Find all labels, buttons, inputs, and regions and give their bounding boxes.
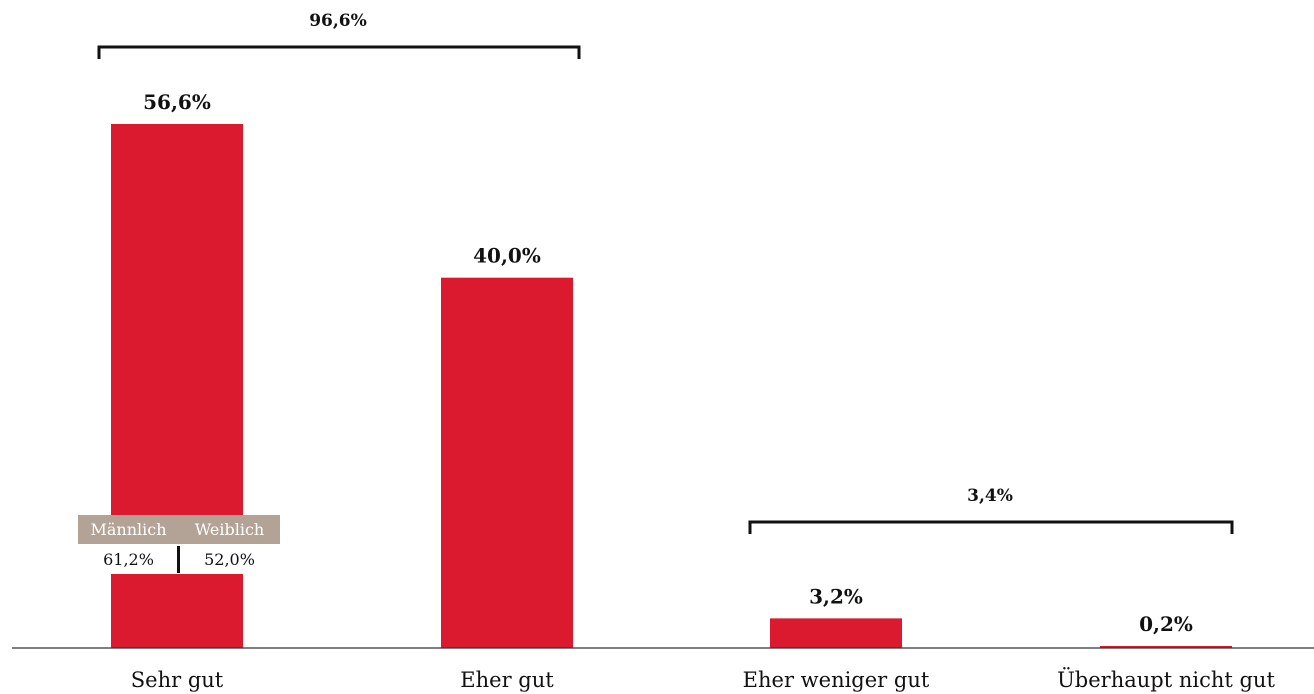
group-bracket-1	[97, 45, 581, 59]
value-label-uberhaupt-nicht-gut: 0,2%	[1139, 612, 1193, 636]
value-label-sehr-gut: 56,6%	[143, 90, 211, 114]
category-label-sehr-gut: Sehr gut	[131, 668, 224, 692]
gender-header: Männlich Weiblich	[78, 515, 280, 544]
group-brackets: 96,6% 3,4%	[97, 11, 1234, 534]
category-label-eher-weniger-gut: Eher weniger gut	[743, 668, 930, 692]
gender-separator	[177, 546, 180, 573]
female-label: Weiblich	[194, 520, 265, 539]
category-label-eher-gut: Eher gut	[460, 668, 554, 692]
female-value: 52,0%	[204, 549, 255, 569]
gender-breakdown: Männlich Weiblich 61,2% 52,0%	[78, 515, 280, 574]
gender-values: 61,2% 52,0%	[78, 544, 280, 574]
category-labels: Sehr gut Eher gut Eher weniger gut Überhaup…	[131, 667, 1276, 692]
group-label-1: 96,6%	[309, 11, 367, 31]
bar-eher-gut	[441, 277, 573, 648]
bar-eher-weniger-gut	[770, 618, 902, 648]
category-label-uberhaupt-nicht-gut: Überhaupt nicht gut	[1057, 667, 1275, 692]
value-label-eher-gut: 40,0%	[473, 244, 541, 268]
group-label-2: 3,4%	[967, 486, 1013, 506]
male-label: Männlich	[90, 520, 167, 539]
value-label-eher-weniger-gut: 3,2%	[809, 584, 863, 608]
male-value: 61,2%	[103, 549, 154, 569]
bar-uberhaupt-nicht-gut	[1100, 646, 1232, 648]
value-labels: 56,6% 40,0% 3,2% 0,2%	[143, 90, 1193, 636]
group-bracket-2	[748, 520, 1234, 534]
